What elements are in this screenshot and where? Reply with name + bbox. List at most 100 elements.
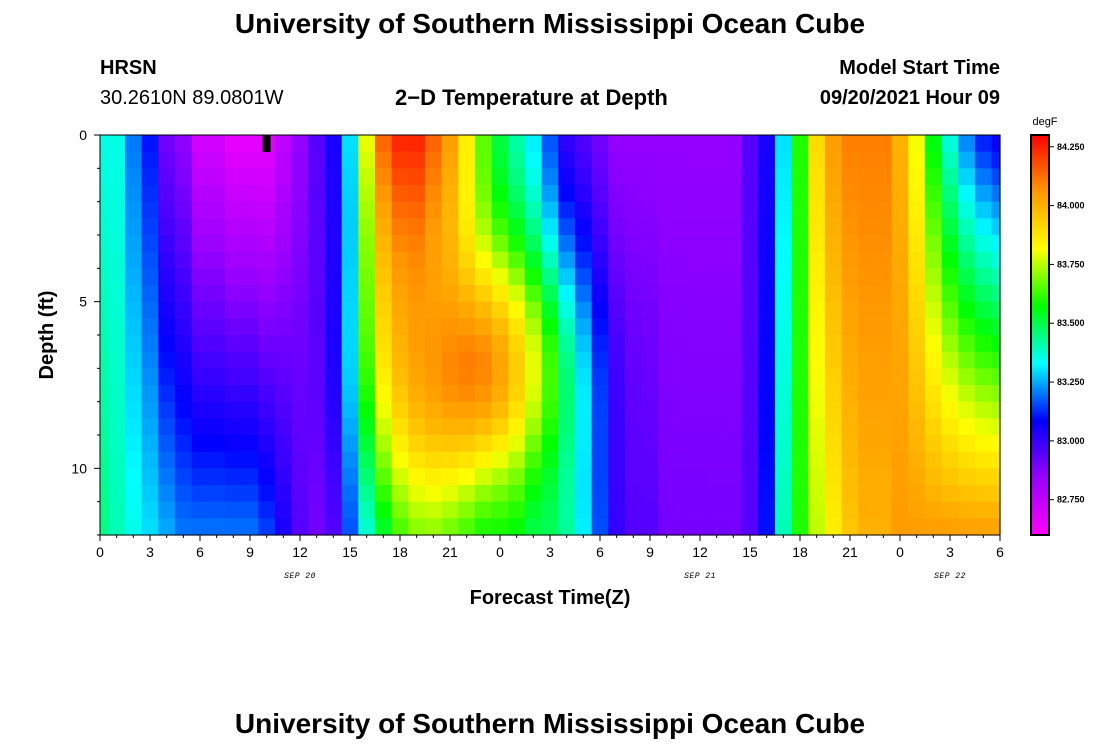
heatmap-cell bbox=[508, 385, 526, 403]
heatmap-cell bbox=[391, 335, 409, 353]
heatmap-cell bbox=[841, 268, 859, 286]
heatmap-cell bbox=[608, 435, 626, 453]
heatmap-cell bbox=[641, 368, 659, 386]
heatmap-cell bbox=[391, 301, 409, 319]
heatmap-cell bbox=[908, 418, 926, 436]
heatmap-cell bbox=[591, 385, 609, 403]
heatmap-cell bbox=[375, 435, 393, 453]
heatmap-cell bbox=[958, 301, 976, 319]
heatmap-cell bbox=[575, 185, 593, 203]
heatmap-cell bbox=[791, 318, 809, 336]
heatmap-cell bbox=[891, 501, 909, 519]
heatmap-cell bbox=[808, 185, 826, 203]
heatmap-cell bbox=[808, 368, 826, 386]
heatmap-cell bbox=[925, 485, 943, 503]
heatmap-cell bbox=[225, 201, 243, 219]
heatmap-cell bbox=[725, 518, 743, 536]
heatmap-cell bbox=[525, 418, 543, 436]
heatmap-cell bbox=[191, 168, 209, 186]
heatmap-cell bbox=[641, 235, 659, 253]
heatmap-cell bbox=[425, 468, 443, 486]
heatmap-cell bbox=[191, 285, 209, 303]
heatmap-cell bbox=[175, 401, 193, 419]
heatmap-cell bbox=[775, 168, 793, 186]
heatmap-cell bbox=[625, 168, 643, 186]
heatmap-cell bbox=[641, 451, 659, 469]
heatmap-cell bbox=[225, 435, 243, 453]
heatmap-cell bbox=[275, 351, 293, 369]
heatmap-cell bbox=[941, 451, 959, 469]
heatmap-cell bbox=[641, 185, 659, 203]
heatmap-cell bbox=[491, 251, 509, 269]
heatmap-cell bbox=[991, 468, 1001, 486]
heatmap-cell bbox=[791, 235, 809, 253]
heatmap-cell bbox=[458, 485, 476, 503]
heatmap-cell bbox=[775, 468, 793, 486]
colorbar-tick-label: 82.750 bbox=[1057, 495, 1085, 505]
heatmap-cell bbox=[808, 135, 826, 153]
heatmap-cell bbox=[625, 235, 643, 253]
heatmap-cell bbox=[458, 451, 476, 469]
heatmap-cell bbox=[625, 385, 643, 403]
heatmap-cell bbox=[808, 251, 826, 269]
heatmap-cell bbox=[925, 168, 943, 186]
heatmap-cell bbox=[375, 201, 393, 219]
heatmap-cell bbox=[241, 235, 259, 253]
heatmap-cell bbox=[741, 301, 759, 319]
heatmap-cell bbox=[841, 501, 859, 519]
heatmap-cell bbox=[558, 501, 576, 519]
heatmap-cell bbox=[275, 318, 293, 336]
heatmap-cell bbox=[325, 168, 343, 186]
heatmap-cell bbox=[458, 501, 476, 519]
heatmap-cell bbox=[758, 251, 776, 269]
heatmap-cell bbox=[975, 368, 993, 386]
colorbar-tick-label: 84.250 bbox=[1057, 142, 1085, 152]
heatmap-cell bbox=[558, 301, 576, 319]
heatmap-cell bbox=[875, 385, 893, 403]
colorbar-tick-label: 84.000 bbox=[1057, 201, 1085, 211]
heatmap-cell bbox=[941, 351, 959, 369]
heatmap-cell bbox=[608, 318, 626, 336]
heatmap-cell bbox=[258, 168, 276, 186]
heatmap-cell bbox=[408, 401, 426, 419]
heatmap-cell bbox=[808, 218, 826, 236]
heatmap-cell bbox=[525, 135, 543, 153]
heatmap-cell bbox=[241, 401, 259, 419]
heatmap-cell bbox=[208, 368, 226, 386]
heatmap-cell bbox=[425, 518, 443, 536]
heatmap-cell bbox=[608, 351, 626, 369]
heatmap-cell bbox=[558, 135, 576, 153]
heatmap-cell bbox=[258, 501, 276, 519]
heatmap-cell bbox=[491, 518, 509, 536]
heatmap-cell bbox=[775, 201, 793, 219]
heatmap-cell bbox=[141, 251, 159, 269]
heatmap-cell bbox=[925, 351, 943, 369]
heatmap-cell bbox=[675, 301, 693, 319]
heatmap-cell bbox=[375, 285, 393, 303]
heatmap-cell bbox=[141, 218, 159, 236]
heatmap-cell bbox=[175, 468, 193, 486]
heatmap-cell bbox=[791, 468, 809, 486]
heatmap-cell bbox=[841, 151, 859, 169]
heatmap-cell bbox=[758, 385, 776, 403]
heatmap-cell bbox=[858, 451, 876, 469]
heatmap-cell bbox=[475, 268, 493, 286]
heatmap-cell bbox=[175, 268, 193, 286]
heatmap-cell bbox=[691, 435, 709, 453]
heatmap-cell bbox=[808, 451, 826, 469]
heatmap-cell bbox=[491, 351, 509, 369]
heatmap-cell bbox=[158, 251, 176, 269]
heatmap-cell bbox=[808, 518, 826, 536]
heatmap-cell bbox=[458, 135, 476, 153]
heatmap-cell bbox=[100, 401, 109, 419]
heatmap-cell bbox=[458, 351, 476, 369]
heatmap-cell bbox=[991, 435, 1001, 453]
heatmap-cell bbox=[100, 385, 109, 403]
heatmap-cell bbox=[491, 335, 509, 353]
heatmap-cell bbox=[341, 268, 359, 286]
heatmap-cell bbox=[408, 168, 426, 186]
heatmap-cell bbox=[291, 218, 309, 236]
heatmap-cell bbox=[208, 218, 226, 236]
heatmap-cell bbox=[641, 168, 659, 186]
heatmap-cell bbox=[891, 201, 909, 219]
